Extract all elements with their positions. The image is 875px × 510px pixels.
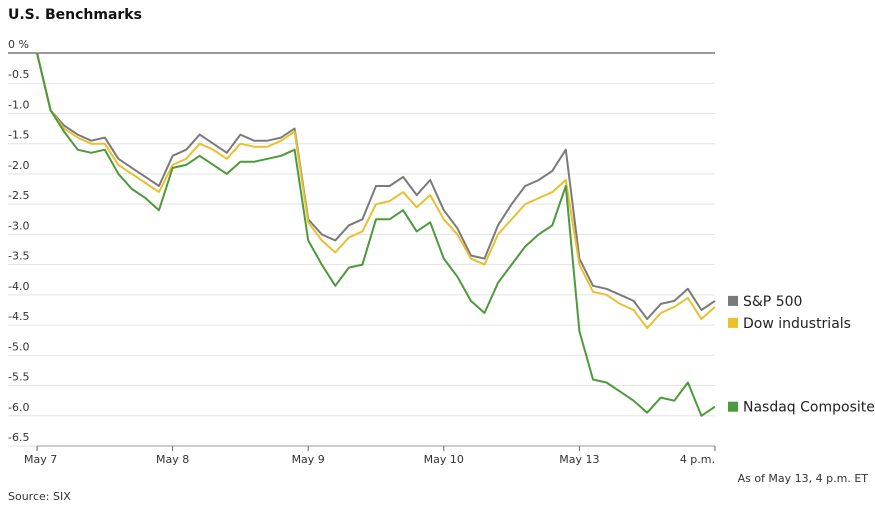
series-line [36, 52, 716, 330]
source: Source: SIX [8, 490, 71, 503]
legend-swatch [728, 295, 738, 306]
y-tick-label: -5.5 [8, 371, 29, 384]
legend-swatch [728, 317, 738, 328]
y-tick-label: -2.5 [8, 189, 29, 202]
y-tick-label: -1.5 [8, 129, 29, 142]
x-tick-label: May 13 [559, 453, 599, 466]
y-tick-label: 0 % [8, 38, 29, 51]
y-tick-label: -6.0 [8, 401, 29, 414]
y-tick-label: -4.5 [8, 310, 29, 323]
y-tick-label: -5.0 [8, 340, 29, 353]
legend-label: Nasdaq Composite [743, 400, 875, 416]
y-tick-label: -2.0 [8, 159, 29, 172]
y-tick-label: -4.0 [8, 280, 29, 293]
legend-label: Dow industrials [743, 316, 851, 332]
y-tick-label: -3.0 [8, 219, 29, 232]
chart-title: U.S. Benchmarks [8, 7, 142, 23]
y-tick-label: -1.0 [8, 98, 29, 111]
x-tick-label: May 7 [24, 453, 57, 466]
legend-label: S&P 500 [743, 294, 802, 310]
y-tick-label: -3.5 [8, 250, 29, 263]
x-tick-label: May 8 [156, 453, 189, 466]
y-tick-label: -0.5 [8, 68, 29, 81]
x-tick-label: May 10 [424, 453, 464, 466]
note: As of May 13, 4 p.m. ET [738, 472, 869, 485]
x-tick-label: 4 p.m. [680, 453, 715, 466]
y-tick-label: -6.5 [8, 431, 29, 444]
x-tick-label: May 9 [292, 453, 325, 466]
series-line [36, 52, 716, 417]
legend-swatch [728, 401, 738, 412]
series-line [36, 52, 716, 320]
